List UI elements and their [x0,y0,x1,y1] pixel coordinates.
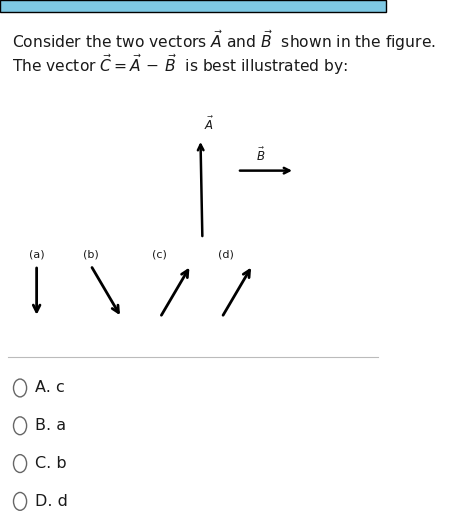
Text: (d): (d) [218,250,234,260]
Text: $\vec{A}$: $\vec{A}$ [204,116,213,133]
Text: C. b: C. b [35,456,67,471]
Text: The vector $\vec{C} = \vec{A}\, -\, \vec{B}$  is best illustrated by:: The vector $\vec{C} = \vec{A}\, -\, \vec… [12,52,348,77]
Text: B. a: B. a [35,418,66,433]
Text: Consider the two vectors $\vec{A}$ and $\vec{B}$  shown in the figure.: Consider the two vectors $\vec{A}$ and $… [12,29,435,53]
Text: (b): (b) [83,250,98,260]
Text: (a): (a) [29,250,44,260]
Text: $\vec{B}$: $\vec{B}$ [256,148,266,164]
Text: A. c: A. c [35,381,64,395]
Text: D. d: D. d [35,494,67,509]
Text: (c): (c) [152,250,167,260]
FancyBboxPatch shape [0,0,385,12]
